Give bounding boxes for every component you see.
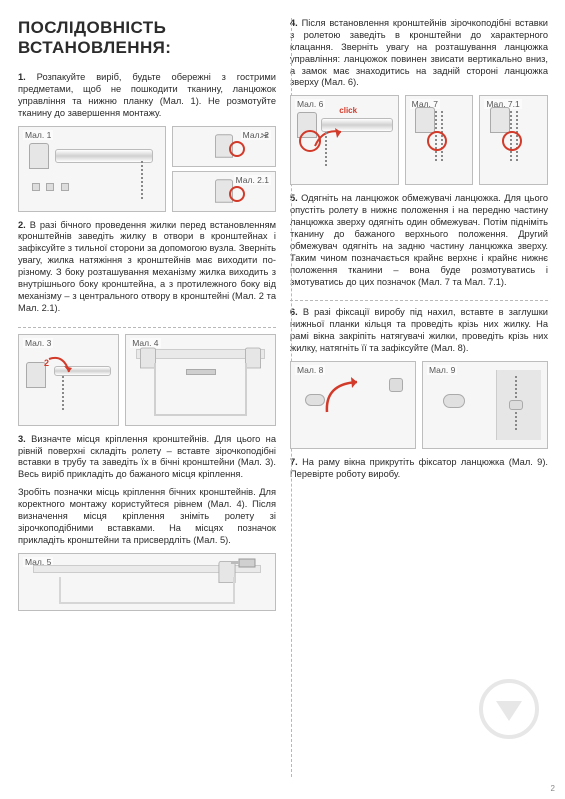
step-1-text: Розпакуйте виріб, будьте обережні з гост… bbox=[18, 72, 276, 118]
curved-arrow-icon bbox=[323, 376, 373, 426]
step-2-text: В разі бічного проведення жилки перед вс… bbox=[18, 220, 276, 313]
step-6: 6. В разі фіксації виробу під нахил, вст… bbox=[290, 307, 548, 355]
figure-5: Мал. 5 bbox=[18, 553, 276, 611]
page-title: ПОСЛІДОВНІСТЬ ВСТАНОВЛЕННЯ: bbox=[18, 18, 276, 58]
step-1-num: 1. bbox=[18, 72, 26, 82]
step-4: 4. Після встановлення кронштейнів зірочк… bbox=[290, 18, 548, 89]
step-7: 7. На раму вікна прикрутіть фіксатор лан… bbox=[290, 457, 548, 481]
step-5: 5. Одягніть на ланцюжок обмежувачі ланцю… bbox=[290, 193, 548, 288]
figure-row-5: Мал. 8 Мал. 9 bbox=[290, 361, 548, 449]
click-label: click bbox=[339, 106, 357, 115]
figure-row-4: Мал. 6 click Мал. 7 bbox=[290, 95, 548, 185]
step-1: 1. Розпакуйте виріб, будьте обережні з г… bbox=[18, 72, 276, 120]
figure-4: Мал. 4 bbox=[125, 334, 276, 426]
figure-2: Мал. 2 ✂ bbox=[172, 126, 276, 167]
step-3a-text: Визначте місця кріплення кронштейнів. Дл… bbox=[18, 434, 276, 480]
figure-1-label: Мал. 1 bbox=[23, 130, 53, 140]
figure-row-2: Мал. 3 2 Мал. 4 bbox=[18, 334, 276, 426]
figure-2-1-label: Мал. 2.1 bbox=[234, 175, 271, 185]
figure-7-1: Мал. 7.1 bbox=[479, 95, 548, 185]
figure-9: Мал. 9 bbox=[422, 361, 548, 449]
step-7-text: На раму вікна прикрутіть фіксатор ланцюж… bbox=[290, 457, 548, 479]
instruction-page: ПОСЛІДОВНІСТЬ ВСТАНОВЛЕННЯ: 1. Розпакуйт… bbox=[0, 0, 565, 799]
right-column: 4. Після встановлення кронштейнів зірочк… bbox=[290, 18, 548, 787]
step-4-text: Після встановлення кронштейнів зірочкопо… bbox=[290, 18, 548, 87]
figure-8: Мал. 8 bbox=[290, 361, 416, 449]
drill-icon bbox=[229, 557, 259, 587]
figure-row-1: Мал. 1 Мал. 2 bbox=[18, 126, 276, 212]
svg-text:2: 2 bbox=[44, 358, 49, 368]
watermark-icon bbox=[479, 679, 539, 739]
step-2-num: 2. bbox=[18, 220, 26, 230]
figure-6: Мал. 6 click bbox=[290, 95, 399, 185]
step-3a: 3. Визначте місця кріплення кронштейнів.… bbox=[18, 434, 276, 482]
step-2: 2. В разі бічного проведення жилки перед… bbox=[18, 220, 276, 315]
page-number: 2 bbox=[551, 784, 555, 793]
figure-1-drawing bbox=[25, 139, 159, 198]
step-3b: Зробіть позначки місць кріплення бічних … bbox=[18, 487, 276, 546]
figure-2-1: Мал. 2.1 bbox=[172, 171, 276, 212]
figure-row-3: Мал. 5 bbox=[18, 553, 276, 611]
step-3-num: 3. bbox=[18, 434, 26, 444]
left-column: ПОСЛІДОВНІСТЬ ВСТАНОВЛЕННЯ: 1. Розпакуйт… bbox=[18, 18, 276, 787]
step-6-text: В разі фіксації виробу під нахил, вставт… bbox=[290, 307, 548, 353]
figure-1: Мал. 1 bbox=[18, 126, 166, 212]
figure-3: Мал. 3 2 bbox=[18, 334, 119, 426]
hsep-left bbox=[18, 327, 276, 328]
hsep-right bbox=[290, 300, 548, 301]
step-5-text: Одягніть на ланцюжок обмежувачі ланцюжка… bbox=[290, 193, 548, 286]
arrow-2-icon: 2 bbox=[44, 354, 74, 394]
figure-7: Мал. 7 bbox=[405, 95, 474, 185]
two-column-layout: ПОСЛІДОВНІСТЬ ВСТАНОВЛЕННЯ: 1. Розпакуйт… bbox=[18, 18, 549, 787]
